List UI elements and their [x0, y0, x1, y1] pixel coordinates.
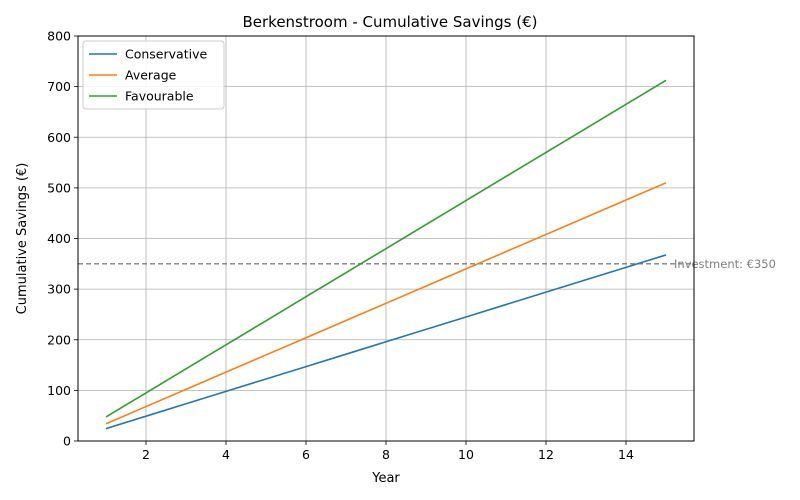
y-tick-label: 200 [47, 332, 71, 347]
y-tick-label: 600 [47, 130, 71, 145]
y-tick-label: 800 [47, 29, 71, 44]
series-line-average [105, 182, 667, 425]
reference-line-group: Investment: €350 [78, 257, 776, 271]
y-tick-label: 400 [47, 231, 71, 246]
legend-box [82, 40, 225, 110]
series-line-conservative [105, 254, 667, 430]
x-tick-label: 12 [538, 447, 554, 462]
x-tick-label: 2 [142, 447, 150, 462]
grid [78, 35, 694, 442]
x-tick-label: 8 [382, 447, 390, 462]
y-tick-label: 700 [47, 79, 71, 94]
legend-label: Average [125, 68, 177, 83]
x-tick-label: 4 [222, 447, 230, 462]
legend-label: Conservative [125, 47, 207, 62]
y-tick-label: 100 [47, 383, 71, 398]
x-tick-label: 14 [618, 447, 634, 462]
legend: Conservative Average Favourable [82, 40, 225, 110]
x-axis: 2 4 6 8 10 12 14 [142, 441, 634, 462]
y-axis-title: Cumulative Savings (€) [15, 163, 30, 315]
x-axis-title: Year [371, 471, 400, 486]
y-axis: 0 100 200 300 400 500 600 700 800 [47, 29, 78, 449]
series-line-favourable [105, 79, 667, 418]
y-tick-label: 300 [47, 282, 71, 297]
x-tick-label: 6 [302, 447, 310, 462]
legend-label: Favourable [125, 89, 194, 104]
investment-annotation: Investment: €350 [674, 257, 776, 271]
x-tick-label: 10 [458, 447, 474, 462]
y-tick-label: 0 [63, 434, 71, 449]
chart-title: Berkenstroom - Cumulative Savings (€) [242, 13, 537, 31]
y-tick-label: 500 [47, 180, 71, 195]
series-lines [105, 79, 667, 430]
